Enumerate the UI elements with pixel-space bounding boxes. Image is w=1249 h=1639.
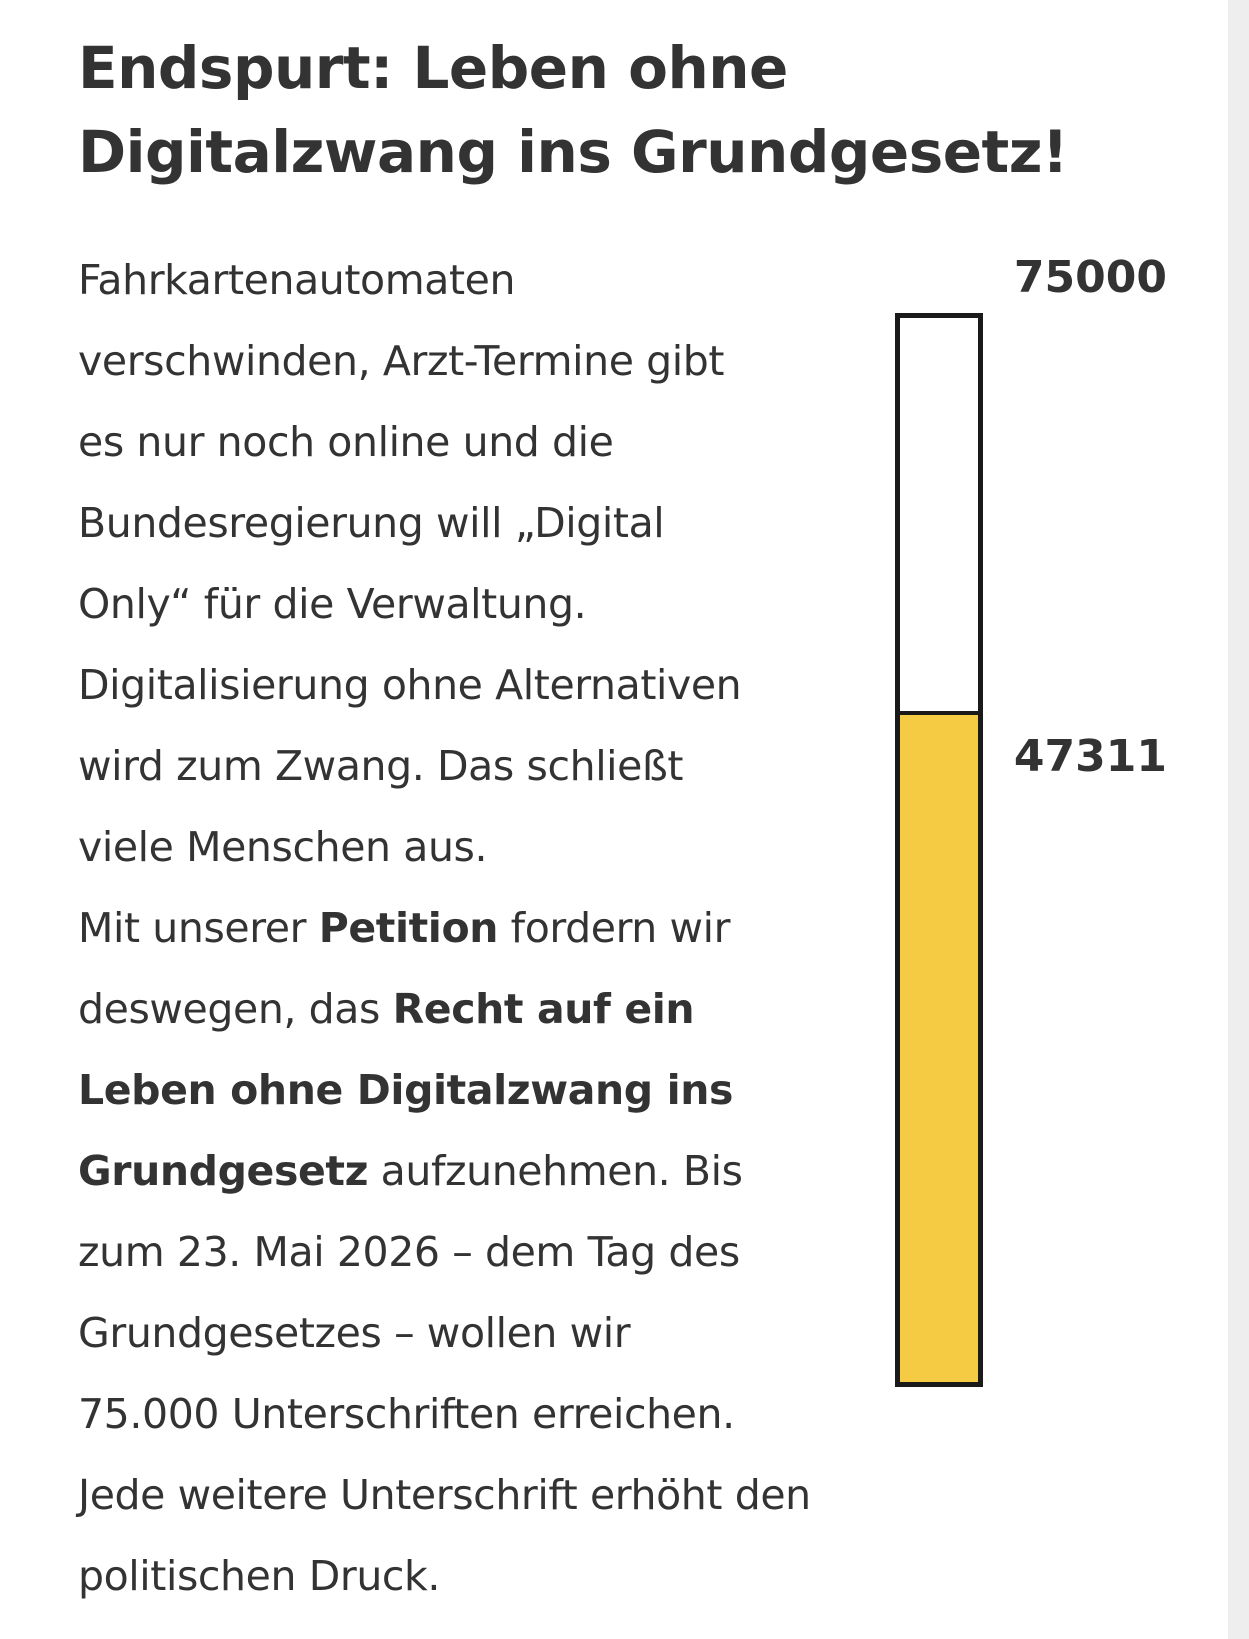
text-segment: aufzunehmen. Bis xyxy=(368,1147,743,1195)
signature-count-label: 47311 xyxy=(1013,731,1167,782)
petition-emphasis: Petition xyxy=(318,904,499,952)
demand-emphasis: Grundgesetz xyxy=(78,1147,369,1195)
text-line: Leben ohne Digitalzwang ins xyxy=(78,1050,908,1131)
page-title: Endspurt: Leben ohne Digitalzwang ins Gr… xyxy=(78,34,1069,186)
page-edge-strip xyxy=(1228,0,1249,1639)
text-line: 75.000 Unterschriften erreichen. xyxy=(78,1390,735,1438)
text-line: Jede weitere Unterschrift erhöht den xyxy=(78,1471,811,1519)
text-line: Fahrkartenautomaten xyxy=(78,256,516,304)
text-line: es nur noch online und die xyxy=(78,418,614,466)
text-line: Only“ für die Verwaltung. xyxy=(78,580,587,628)
text-line: wird zum Zwang. Das schließt xyxy=(78,742,684,790)
signature-progress-fill xyxy=(900,710,978,1382)
text-line: verschwinden, Arzt-Termine gibt xyxy=(78,337,725,385)
demand-emphasis: Recht auf ein xyxy=(392,985,695,1033)
text-line: viele Menschen aus. xyxy=(78,823,488,871)
text-segment: Mit unserer xyxy=(78,904,319,952)
text-line: deswegen, das Recht auf ein xyxy=(78,969,908,1050)
text-segment: deswegen, das xyxy=(78,985,393,1033)
petition-description: Fahrkartenautomaten verschwinden, Arzt-T… xyxy=(78,240,908,1617)
signature-goal-label: 75000 xyxy=(1013,252,1167,303)
text-line: zum 23. Mai 2026 – dem Tag des xyxy=(78,1228,740,1276)
text-line: Digitalisierung ohne Alternativen xyxy=(78,661,742,709)
text-line: Grundgesetzes – wollen wir xyxy=(78,1309,631,1357)
text-line: Mit unserer Petition fordern wir xyxy=(78,888,908,969)
text-line: politischen Druck. xyxy=(78,1552,441,1600)
demand-emphasis: Leben ohne Digitalzwang ins xyxy=(78,1066,734,1114)
text-line: Bundesregierung will „Digital xyxy=(78,499,665,547)
text-segment: fordern wir xyxy=(498,904,731,952)
signature-progress-bar xyxy=(895,313,983,1387)
text-line: Grundgesetz aufzunehmen. Bis xyxy=(78,1131,908,1212)
